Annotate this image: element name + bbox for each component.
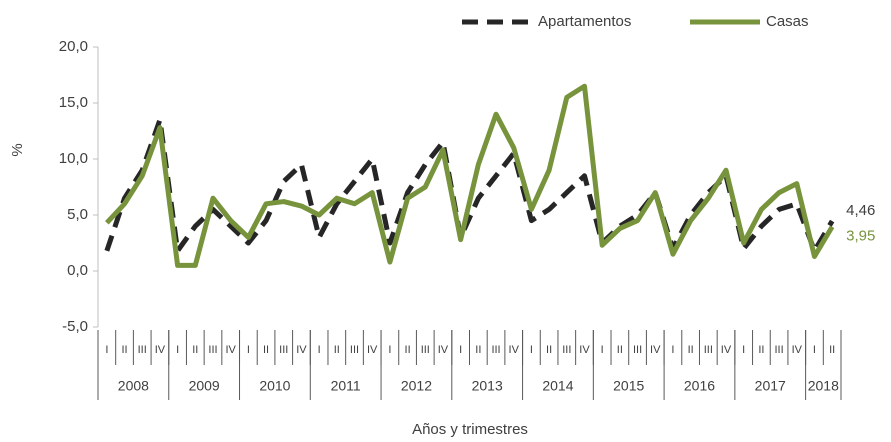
y-axis-label: % <box>9 143 26 156</box>
year-label: 2011 <box>331 378 361 394</box>
x-tick-label: II <box>405 344 411 356</box>
x-tick-label: IV <box>579 344 590 356</box>
y-tick-label: 10,0 <box>59 150 88 167</box>
x-tick-label: II <box>263 344 269 356</box>
x-tick-label: IV <box>367 344 378 356</box>
x-tick-label: III <box>421 344 430 356</box>
x-tick-label: III <box>138 344 147 356</box>
x-tick-label: III <box>279 344 288 356</box>
year-label: 2008 <box>118 378 149 394</box>
x-tick-label: I <box>530 344 533 356</box>
x-tick-label: III <box>704 344 713 356</box>
x-axis-label: Años y trimestres <box>412 421 528 438</box>
legend-label: Apartamentos <box>538 13 631 30</box>
x-tick-label: IV <box>721 344 732 356</box>
legend-label: Casas <box>766 13 809 30</box>
year-label: 2010 <box>259 378 290 394</box>
year-label: 2009 <box>189 378 220 394</box>
x-tick-label: IV <box>650 344 661 356</box>
x-tick-label: II <box>475 344 481 356</box>
x-tick-label: I <box>318 344 321 356</box>
x-tick-label: III <box>774 344 783 356</box>
x-tick-label: I <box>742 344 745 356</box>
x-tick-label: IV <box>792 344 803 356</box>
x-tick-label: III <box>350 344 359 356</box>
x-tick-label: I <box>813 344 816 356</box>
x-tick-label: I <box>388 344 391 356</box>
y-tick-label: -5,0 <box>62 318 88 335</box>
x-tick-label: III <box>633 344 642 356</box>
value-label: 3,95 <box>846 228 875 245</box>
x-tick-label: II <box>758 344 764 356</box>
year-label: 2012 <box>401 378 432 394</box>
x-tick-label: I <box>105 344 108 356</box>
year-label: 2018 <box>808 378 839 394</box>
year-label: 2017 <box>755 378 786 394</box>
series-line <box>105 83 835 268</box>
y-tick-label: 15,0 <box>59 94 88 111</box>
year-label: 2014 <box>542 378 573 394</box>
x-tick-label: III <box>491 344 500 356</box>
x-tick-label: I <box>459 344 462 356</box>
y-tick-label: 5,0 <box>67 206 88 223</box>
x-tick-label: III <box>562 344 571 356</box>
x-tick-label: IV <box>296 344 307 356</box>
x-tick-label: II <box>334 344 340 356</box>
year-label: 2013 <box>472 378 503 394</box>
x-tick-label: I <box>601 344 604 356</box>
year-label: 2015 <box>613 378 644 394</box>
value-label: 4,46 <box>846 202 875 219</box>
x-tick-label: II <box>192 344 198 356</box>
series-line <box>104 117 835 254</box>
y-tick-label: 0,0 <box>67 262 88 279</box>
x-tick-label: I <box>671 344 674 356</box>
x-tick-label: II <box>829 344 835 356</box>
x-tick-label: III <box>208 344 217 356</box>
x-tick-label: IV <box>438 344 449 356</box>
x-tick-label: I <box>176 344 179 356</box>
x-tick-label: IV <box>509 344 520 356</box>
x-tick-label: II <box>121 344 127 356</box>
y-tick-label: 20,0 <box>59 38 88 55</box>
x-tick-label: I <box>247 344 250 356</box>
x-tick-label: II <box>688 344 694 356</box>
x-tick-label: II <box>617 344 623 356</box>
x-tick-label: IV <box>155 344 166 356</box>
x-tick-label: II <box>546 344 552 356</box>
year-label: 2016 <box>684 378 715 394</box>
x-tick-label: IV <box>225 344 236 356</box>
